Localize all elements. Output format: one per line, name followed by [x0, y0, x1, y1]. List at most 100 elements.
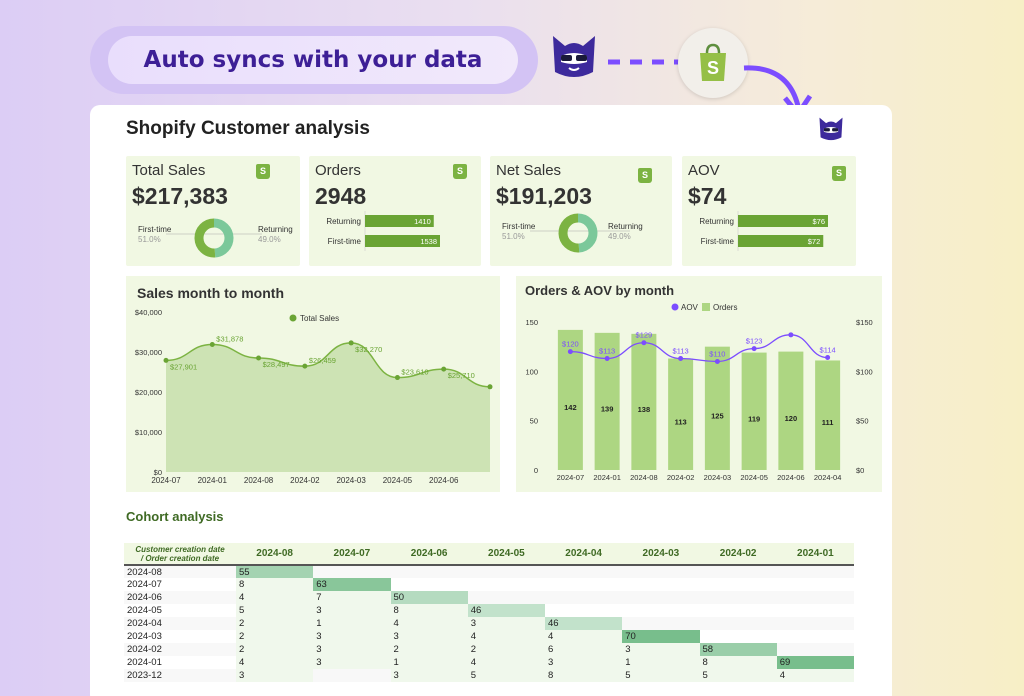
cohort-cell: 63	[313, 578, 391, 591]
x-tick-label: 2024-06	[429, 476, 459, 485]
cohort-row-label: 2024-07	[124, 578, 236, 591]
y-left-tick-label: 150	[525, 318, 538, 327]
shopify-bag-icon: S	[832, 166, 846, 181]
cohort-cell: 2	[236, 617, 314, 630]
donut-first-time-slice	[194, 218, 216, 258]
aov-line	[570, 334, 828, 363]
x-tick-label: 2024-05	[740, 473, 768, 482]
cohort-cell	[622, 578, 700, 591]
bar	[738, 215, 828, 227]
orders-value-label: 138	[638, 405, 651, 414]
aov-label: $113	[673, 347, 689, 356]
cohort-cell: 2	[236, 643, 314, 656]
donut	[194, 218, 234, 258]
shopify-bag-icon: S	[256, 164, 270, 179]
bar	[365, 215, 434, 227]
data-label: $31,878	[216, 334, 243, 343]
kpi-value: $191,203	[496, 183, 592, 209]
legend-label: Orders	[713, 303, 737, 312]
cohort-row: 2024-06 4 7 50	[124, 591, 854, 604]
legend-marker	[702, 303, 710, 311]
x-tick-label: 2024-01	[198, 476, 228, 485]
x-tick-label: 2024-05	[383, 476, 413, 485]
cohort-cell: 1	[622, 656, 700, 669]
cohort-cell	[622, 591, 700, 604]
bar-value: 1538	[420, 237, 437, 246]
data-point	[394, 375, 400, 381]
cohort-cell: 3	[313, 656, 391, 669]
cohort-cell: 4	[236, 656, 314, 669]
cohort-cell: 8	[236, 578, 314, 591]
cohort-cell	[622, 604, 700, 617]
kpi-value: $74	[688, 183, 727, 209]
cohort-row: 2023-12 3 3 5 8 5 5 4	[124, 669, 854, 682]
returning-pct: 49.0%	[608, 232, 631, 241]
cohort-column-header: 2024-06	[390, 543, 468, 566]
cohort-cell: 1	[390, 656, 468, 669]
returning-label: Returning	[258, 225, 293, 234]
cohort-cell: 70	[622, 630, 700, 643]
cohort-row: 2024-05 5 3 8 46	[124, 604, 854, 617]
cohort-cell: 4	[545, 630, 623, 643]
cohort-column-header: 2024-03	[622, 543, 700, 566]
cohort-cell	[545, 565, 623, 578]
legend-marker	[671, 303, 679, 311]
cohort-row: 2024-07 8 63	[124, 578, 854, 591]
cohort-cell: 69	[776, 656, 854, 669]
x-tick-label: 2024-06	[777, 473, 805, 482]
cohort-cell: 3	[313, 643, 391, 656]
bar-value: $76	[812, 217, 825, 226]
kpi-label: Net Sales	[496, 162, 562, 179]
aov-label: $129	[636, 331, 653, 340]
cohort-column-header: 2024-07	[313, 543, 391, 566]
cohort-cell: 8	[699, 656, 777, 669]
data-label: $32,270	[355, 345, 382, 354]
cohort-cell	[776, 591, 854, 604]
donut-chart: First-time 51.0% Returning 49.0%	[138, 218, 293, 258]
bar-value: $72	[808, 237, 821, 246]
cohort-cell: 3	[390, 669, 468, 682]
y-tick-label: $40,000	[135, 308, 162, 317]
data-label: $23,610	[401, 368, 428, 377]
aov-label: $113	[599, 347, 615, 356]
cohort-title: Cohort analysis	[126, 509, 224, 524]
cohort-cell	[313, 565, 391, 578]
orders-bar	[704, 346, 730, 470]
chart-title: Sales month to month	[137, 285, 284, 301]
x-tick-label: 2024-07	[557, 473, 585, 482]
aov-point	[825, 355, 831, 361]
shopify-bag-icon: S	[678, 28, 748, 98]
kpi-net-sales: Net Sales $191,203 S First-time 51.0% Re…	[490, 156, 672, 266]
y-tick-label: $30,000	[135, 348, 162, 357]
first-time-pct: 51.0%	[502, 232, 525, 241]
y-right-tick-label: $50	[856, 417, 869, 426]
cohort-cell: 3	[390, 630, 468, 643]
y-tick-label: $10,000	[135, 428, 162, 437]
donut-returning-slice	[213, 218, 234, 258]
shopify-bag-icon: S	[453, 164, 467, 179]
hero-text: Auto syncs with your data	[108, 36, 518, 84]
bar-value: 1410	[414, 217, 431, 226]
cohort-row: 2024-01 4 3 1 4 3 1 8 69	[124, 656, 854, 669]
cohort-cell: 3	[467, 617, 545, 630]
cohort-cell	[776, 643, 854, 656]
bar-label: Returning	[699, 217, 734, 226]
cohort-cell	[390, 565, 468, 578]
y-left-tick-label: 0	[534, 466, 538, 475]
cohort-cell	[467, 578, 545, 591]
x-tick-label: 2024-01	[593, 473, 621, 482]
first-time-pct: 51.0%	[138, 235, 161, 244]
cohort-cell: 8	[545, 669, 623, 682]
cohort-cell	[313, 669, 391, 682]
donut-chart: First-time 51.0% Returning 49.0%	[502, 213, 643, 253]
cohort-cell: 1	[313, 617, 391, 630]
x-tick-label: 2024-04	[814, 473, 842, 482]
cohort-cell: 4	[776, 669, 854, 682]
bar	[365, 235, 440, 247]
y-left-tick-label: 50	[530, 417, 538, 426]
kpi-total-sales: Total Sales $217,383 S First-time 51.0% …	[126, 156, 300, 266]
first-time-label: First-time	[502, 222, 536, 231]
first-time-label: First-time	[138, 225, 172, 234]
cohort-cell	[699, 565, 777, 578]
legend-label: Total Sales	[300, 314, 339, 323]
